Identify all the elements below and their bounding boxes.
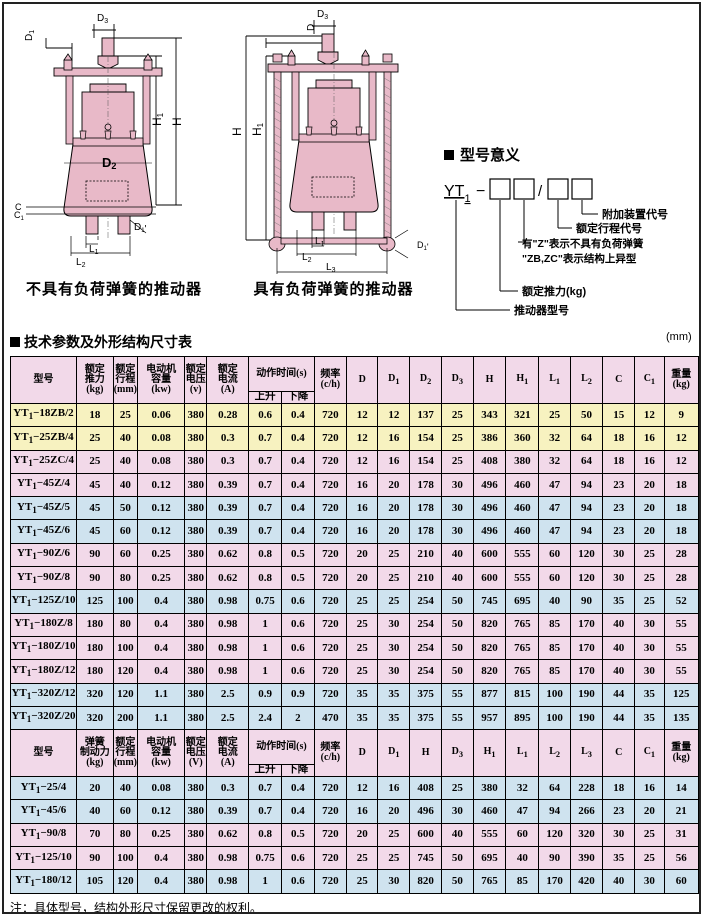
svg-text:C1: C1 — [14, 210, 25, 222]
svg-text:额定推力(kg): 额定推力(kg) — [522, 284, 586, 298]
svg-text:H: H — [230, 127, 244, 136]
svg-text:D3: D3 — [317, 9, 328, 21]
svg-text:额定行程代号: 额定行程代号 — [576, 221, 642, 235]
svg-text:−: − — [476, 183, 485, 200]
svg-text:有"Z"表示不具有负荷弹簧: 有"Z"表示不具有负荷弹簧 — [522, 237, 644, 250]
svg-text:D3: D3 — [97, 13, 108, 25]
svg-text:L1: L1 — [89, 244, 99, 256]
svg-text:D1': D1' — [417, 240, 429, 252]
svg-text:附加装置代号: 附加装置代号 — [602, 207, 668, 221]
svg-text:H1: H1 — [250, 122, 265, 136]
svg-text:L3: L3 — [326, 262, 336, 274]
svg-text:YT1: YT1 — [444, 183, 471, 205]
svg-text:H1: H1 — [150, 112, 165, 126]
svg-text:H: H — [170, 117, 184, 126]
svg-text:L2: L2 — [76, 257, 86, 268]
svg-text:D1: D1 — [24, 30, 36, 41]
svg-text:/: / — [538, 183, 543, 200]
svg-text:型号意义: 型号意义 — [460, 146, 520, 164]
svg-text:D1': D1' — [134, 222, 147, 235]
svg-text:D: D — [306, 24, 317, 31]
svg-text:"ZB,ZC"表示结构上异型: "ZB,ZC"表示结构上异型 — [522, 252, 637, 265]
svg-text:推动器型号: 推动器型号 — [514, 303, 569, 317]
